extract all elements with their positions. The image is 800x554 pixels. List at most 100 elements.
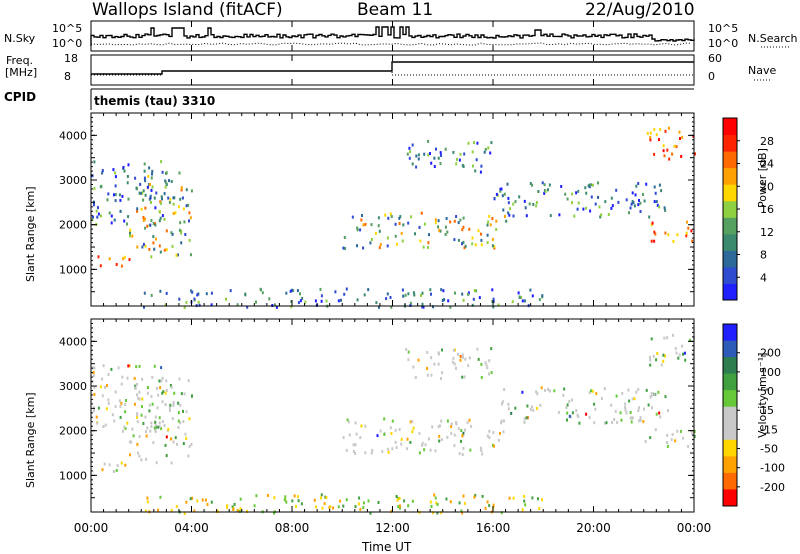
- data-cell: [675, 351, 678, 355]
- data-cell: [356, 226, 359, 230]
- data-cell: [149, 223, 152, 227]
- data-cell: [363, 293, 366, 297]
- data-cell: [461, 292, 464, 296]
- data-cell: [370, 223, 373, 227]
- data-cell: [660, 189, 663, 193]
- data-cell: [160, 160, 163, 164]
- data-cell: [591, 389, 594, 393]
- data-cell: [143, 305, 145, 309]
- data-cell: [160, 366, 163, 370]
- data-cell: [655, 412, 658, 416]
- data-cell: [374, 231, 377, 235]
- station-title: Wallops Island (fitACF): [92, 0, 283, 20]
- data-cell: [142, 216, 145, 219]
- data-cell: [113, 419, 116, 423]
- data-cell: [480, 362, 483, 366]
- data-cell: [593, 421, 596, 425]
- data-cell: [481, 452, 484, 456]
- data-cell: [135, 186, 138, 190]
- data-cell: [471, 150, 474, 154]
- data-cell: [165, 181, 168, 185]
- data-cell: [319, 287, 322, 291]
- data-cell: [437, 225, 439, 229]
- data-cell: [100, 184, 103, 188]
- data-cell: [526, 404, 529, 408]
- data-cell: [196, 499, 199, 503]
- data-cell: [188, 238, 191, 242]
- data-cell: [471, 242, 474, 246]
- data-cell: [526, 416, 529, 420]
- data-cell: [371, 448, 374, 452]
- data-cell: [573, 214, 576, 218]
- data-cell: [585, 206, 588, 210]
- data-cell: [226, 505, 228, 509]
- colorbar-tick-label: 50: [760, 385, 774, 398]
- data-cell: [128, 258, 131, 261]
- data-cell: [611, 204, 614, 208]
- data-cell: [172, 196, 175, 200]
- data-cell: [320, 493, 323, 497]
- data-cell: [292, 289, 295, 293]
- data-cell: [597, 181, 599, 185]
- data-cell: [627, 388, 630, 392]
- data-cell: [429, 448, 432, 452]
- data-cell: [345, 448, 348, 452]
- data-cell: [497, 303, 500, 307]
- data-cell: [173, 391, 176, 395]
- data-cell: [450, 431, 453, 435]
- data-cell: [639, 210, 642, 213]
- data-cell: [161, 197, 163, 201]
- data-cell: [168, 200, 171, 204]
- data-cell: [360, 424, 363, 428]
- data-cell: [650, 239, 653, 243]
- data-cell: [403, 499, 406, 503]
- data-cell: [150, 255, 153, 259]
- colorbar-tick-label: 200: [760, 347, 781, 360]
- data-cell: [433, 156, 436, 160]
- data-cell: [293, 494, 296, 498]
- data-cell: [657, 390, 660, 394]
- data-cell: [157, 508, 160, 512]
- data-cell: [671, 432, 674, 436]
- data-cell: [343, 292, 346, 296]
- data-cell: [499, 187, 502, 191]
- data-cell: [685, 231, 688, 235]
- data-cell: [92, 374, 95, 378]
- data-cell: [429, 152, 431, 155]
- data-cell: [467, 141, 470, 145]
- data-cell: [619, 411, 622, 415]
- data-cell: [668, 126, 670, 130]
- data-cell: [539, 403, 542, 407]
- colorbar-segment: [723, 250, 737, 268]
- data-cell: [239, 507, 242, 511]
- data-cell: [662, 359, 665, 363]
- data-cell: [100, 214, 102, 218]
- data-cell: [367, 288, 370, 292]
- data-cell: [400, 442, 403, 446]
- data-cell: [165, 379, 168, 383]
- data-cell: [138, 454, 141, 458]
- data-cell: [634, 193, 637, 197]
- data-cell: [480, 232, 482, 236]
- data-cell: [455, 366, 457, 370]
- data-cell: [361, 214, 363, 217]
- data-cell: [480, 164, 483, 168]
- data-cell: [588, 185, 591, 189]
- data-cell: [532, 408, 535, 412]
- data-cell: [453, 362, 456, 366]
- data-cell: [645, 182, 648, 186]
- data-cell: [125, 399, 127, 402]
- nsky-label: N.Sky: [4, 32, 36, 45]
- data-cell: [153, 196, 156, 200]
- xtick-label: 00:00: [677, 521, 712, 535]
- data-cell: [163, 248, 166, 252]
- data-cell: [138, 364, 141, 368]
- data-cell: [180, 186, 183, 190]
- data-cell: [557, 410, 560, 414]
- data-cell: [631, 191, 634, 195]
- data-cell: [188, 219, 190, 223]
- ytick-label: 2000: [59, 425, 87, 438]
- data-cell: [433, 493, 436, 497]
- data-cell: [639, 418, 642, 422]
- data-cell: [398, 497, 401, 500]
